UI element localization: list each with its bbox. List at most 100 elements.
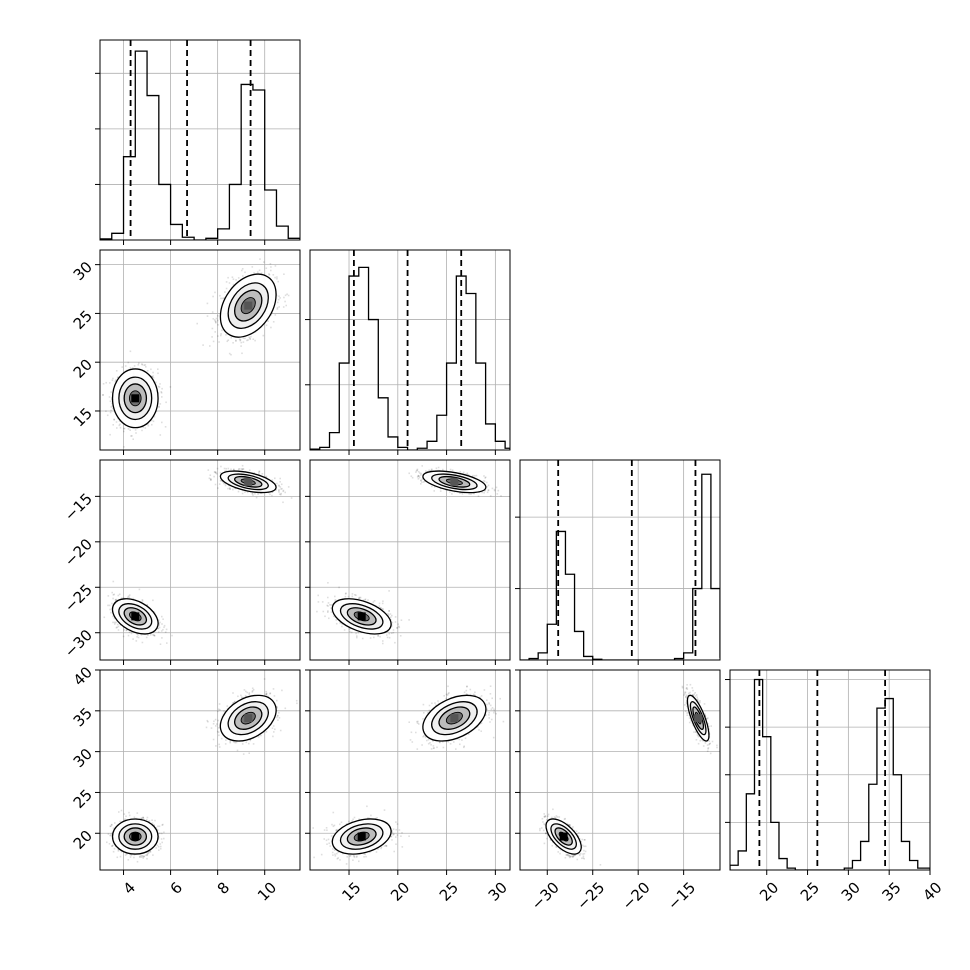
scatter-point <box>108 604 111 607</box>
scatter-point <box>276 699 278 702</box>
scatter-point <box>153 824 155 826</box>
scatter-point <box>155 847 157 849</box>
density-peak <box>244 477 253 486</box>
scatter-point <box>111 379 114 382</box>
scatter-point <box>129 856 132 858</box>
scatter-point <box>157 627 160 630</box>
scatter-point <box>227 467 230 470</box>
scatter-point <box>157 631 160 633</box>
scatter-point <box>151 423 153 426</box>
scatter-point <box>147 852 149 855</box>
scatter-point <box>112 597 114 600</box>
scatter-point <box>161 396 163 398</box>
scatter-point <box>146 857 148 860</box>
scatter-point <box>143 855 146 858</box>
scatter-point <box>119 426 122 429</box>
scatter-point <box>254 339 256 342</box>
scatter-point <box>153 634 156 637</box>
scatter-point <box>257 271 259 273</box>
y-tick-label: −15 <box>61 490 96 525</box>
scatter-point <box>280 488 282 490</box>
scatter-point <box>224 291 226 293</box>
scatter-point <box>209 478 212 480</box>
scatter-point <box>108 396 111 398</box>
scatter-point <box>133 856 135 859</box>
scatter-point <box>208 477 211 480</box>
scatter-point <box>278 491 280 493</box>
scatter-point <box>282 489 285 492</box>
scatter-point <box>108 843 111 845</box>
scatter-point <box>215 321 217 324</box>
scatter-point <box>147 425 150 427</box>
scatter-point <box>150 368 152 371</box>
scatter-point <box>241 743 244 745</box>
scatter-point <box>280 483 283 486</box>
scatter-point <box>144 364 147 366</box>
scatter-point <box>111 405 114 407</box>
scatter-point <box>224 482 227 485</box>
scatter-point <box>216 467 219 470</box>
scatter-point <box>161 421 163 424</box>
scatter-point <box>235 340 237 342</box>
scatter-point <box>262 334 265 337</box>
scatter-point <box>225 287 228 290</box>
scatter-point <box>109 834 111 837</box>
scatter-point <box>218 483 221 485</box>
scatter-point <box>219 294 221 297</box>
scatter-point <box>274 728 276 731</box>
scatter-point <box>278 295 280 297</box>
scatter-point <box>259 258 261 260</box>
scatter-point <box>214 483 217 486</box>
scatter-point <box>141 363 144 366</box>
scatter-point <box>271 727 274 729</box>
scatter-point <box>269 493 271 496</box>
scatter-point <box>244 337 246 340</box>
scatter-point <box>164 426 167 428</box>
scatter-point <box>111 845 113 847</box>
scatter-point <box>231 276 234 278</box>
scatter-point <box>241 352 243 355</box>
scatter-point <box>279 493 282 496</box>
scatter-point <box>215 471 217 474</box>
scatter-point <box>111 602 113 605</box>
scatter-point <box>221 297 224 300</box>
scatter-point <box>133 365 136 367</box>
scatter-point <box>287 486 290 488</box>
scatter-point <box>114 599 117 601</box>
scatter-point <box>217 731 220 734</box>
scatter-point <box>140 817 143 820</box>
scatter-point <box>215 725 217 727</box>
scatter-point <box>130 854 133 857</box>
scatter-point <box>154 819 156 822</box>
scatter-point <box>112 424 114 426</box>
scatter-point <box>223 482 225 485</box>
scatter-point <box>149 850 152 852</box>
scatter-point <box>270 326 272 329</box>
scatter-point <box>128 631 131 633</box>
scatter-point <box>136 633 138 635</box>
density-peak <box>131 832 140 841</box>
panel-content <box>100 460 300 660</box>
scatter-point <box>217 324 219 326</box>
scatter-point <box>117 629 120 631</box>
scatter-point <box>116 856 119 859</box>
scatter-point <box>134 429 137 431</box>
panel-frame <box>99 39 301 241</box>
scatter-point <box>251 687 254 690</box>
scatter-point <box>274 314 277 316</box>
scatter-point <box>245 741 248 744</box>
scatter-point <box>214 471 216 473</box>
scatter-point <box>241 268 244 270</box>
scatter-point <box>250 335 252 338</box>
scatter-point <box>136 636 138 638</box>
scatter-point <box>121 366 123 368</box>
scatter-point <box>158 849 160 851</box>
scatter-point <box>159 847 162 850</box>
scatter-point <box>132 638 134 640</box>
scatter-point <box>96 381 98 383</box>
scatter-point <box>214 718 217 721</box>
scatter-point <box>235 741 238 744</box>
scatter-point <box>274 276 276 279</box>
scatter-point <box>271 479 274 481</box>
scatter-point <box>118 420 121 422</box>
